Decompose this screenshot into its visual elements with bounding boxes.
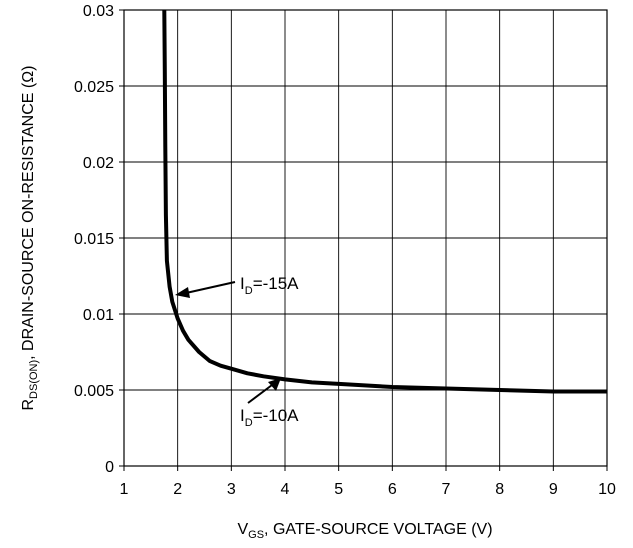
x-axis-label: VGS, GATE-SOURCE VOLTAGE (V) [237,521,492,541]
y-tick-labels: 0 0.005 0.01 0.015 0.02 0.025 0.03 [74,3,124,476]
x-tick-label: 3 [227,481,236,498]
x-tick-labels: 1 2 3 4 5 6 7 8 9 10 [120,466,616,498]
y-tick-label: 0.025 [74,79,114,96]
x-tick-label: 5 [334,481,343,498]
grid-lines [124,10,607,466]
y-tick-label: 0.02 [83,155,114,172]
x-tick-label: 7 [442,481,451,498]
x-tick-label: 10 [598,481,616,498]
x-tick-label: 6 [388,481,397,498]
y-tick-label: 0 [105,459,114,476]
annotation-arrow-15a-head [175,287,190,298]
annotation-arrow-10a-head [268,378,281,391]
x-tick-label: 2 [173,481,182,498]
y-tick-label: 0.03 [83,3,114,20]
series-curve [162,9,607,394]
x-tick-label: 4 [281,481,290,498]
y-tick-label: 0.015 [74,231,114,248]
annotation-arrow-15a-line [185,281,236,294]
x-tick-label: 8 [495,481,504,498]
annotation-15a: ID=-15A [240,274,299,297]
annotation-arrow-10a-line [247,384,273,404]
x-tick-label: 1 [120,481,129,498]
y-axis-label: RDS(ON), DRAIN-SOURCE ON-RESISTANCE (Ω) [20,65,40,410]
annotation-10a: ID=-10A [240,406,299,429]
y-tick-label: 0.01 [83,307,114,324]
y-tick-label: 0.005 [74,383,114,400]
x-tick-label: 9 [549,481,558,498]
